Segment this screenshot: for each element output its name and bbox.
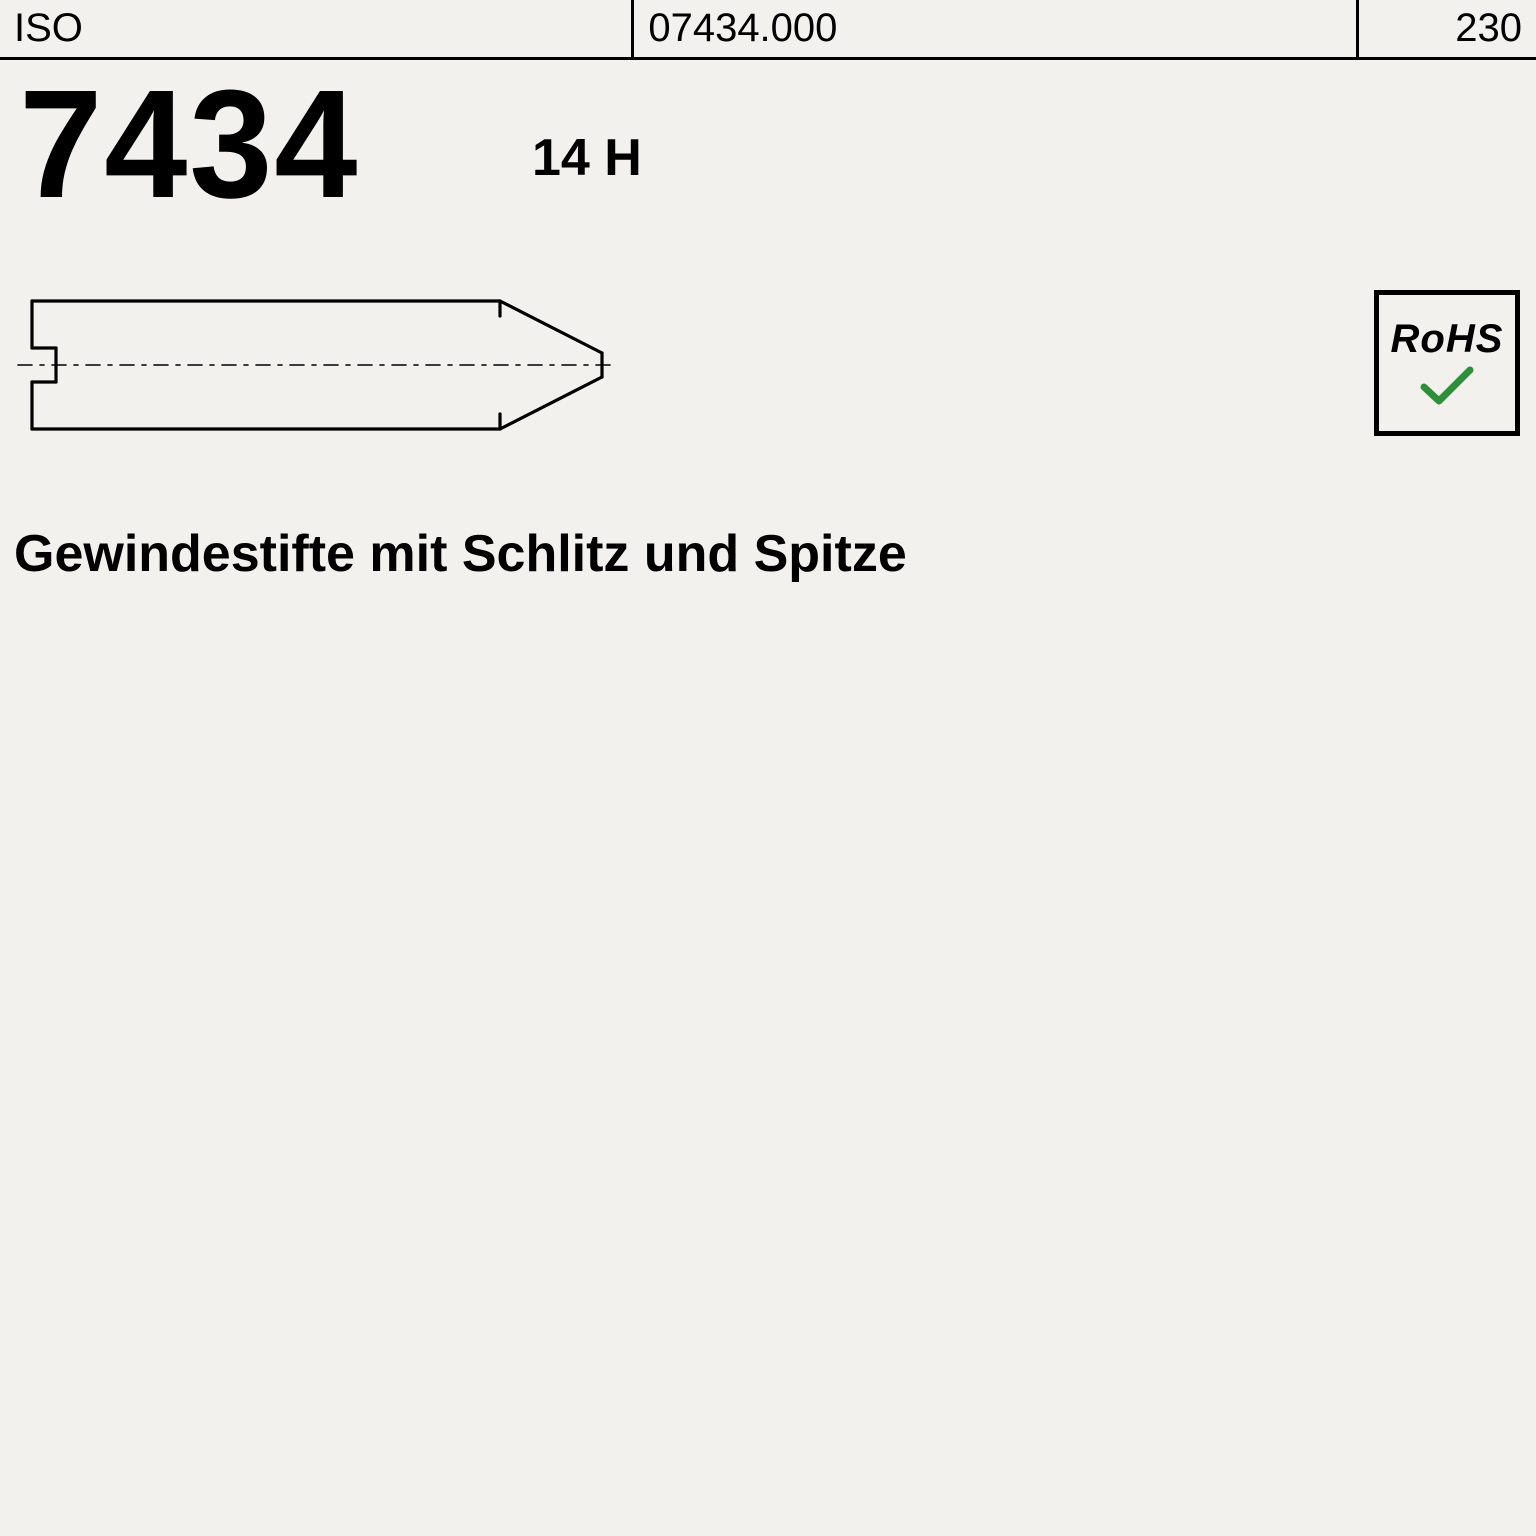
rohs-label: RoHS <box>1391 319 1504 359</box>
part-description: Gewindestifte mit Schlitz und Spitze <box>14 524 907 584</box>
check-icon <box>1419 365 1475 407</box>
header-standard: ISO <box>0 0 633 58</box>
part-diagram <box>14 286 634 456</box>
property-class: 14 H <box>532 128 642 188</box>
spec-row: 7434 14 H <box>0 60 1536 370</box>
rohs-badge: RoHS <box>1374 290 1520 436</box>
header-table: ISO 07434.000 230 <box>0 0 1536 60</box>
header-code: 07434.000 <box>633 0 1358 58</box>
spec-sheet: ISO 07434.000 230 7434 14 H <box>0 0 1536 1536</box>
standard-number: 7434 <box>19 56 359 233</box>
header-page: 230 <box>1358 0 1536 58</box>
